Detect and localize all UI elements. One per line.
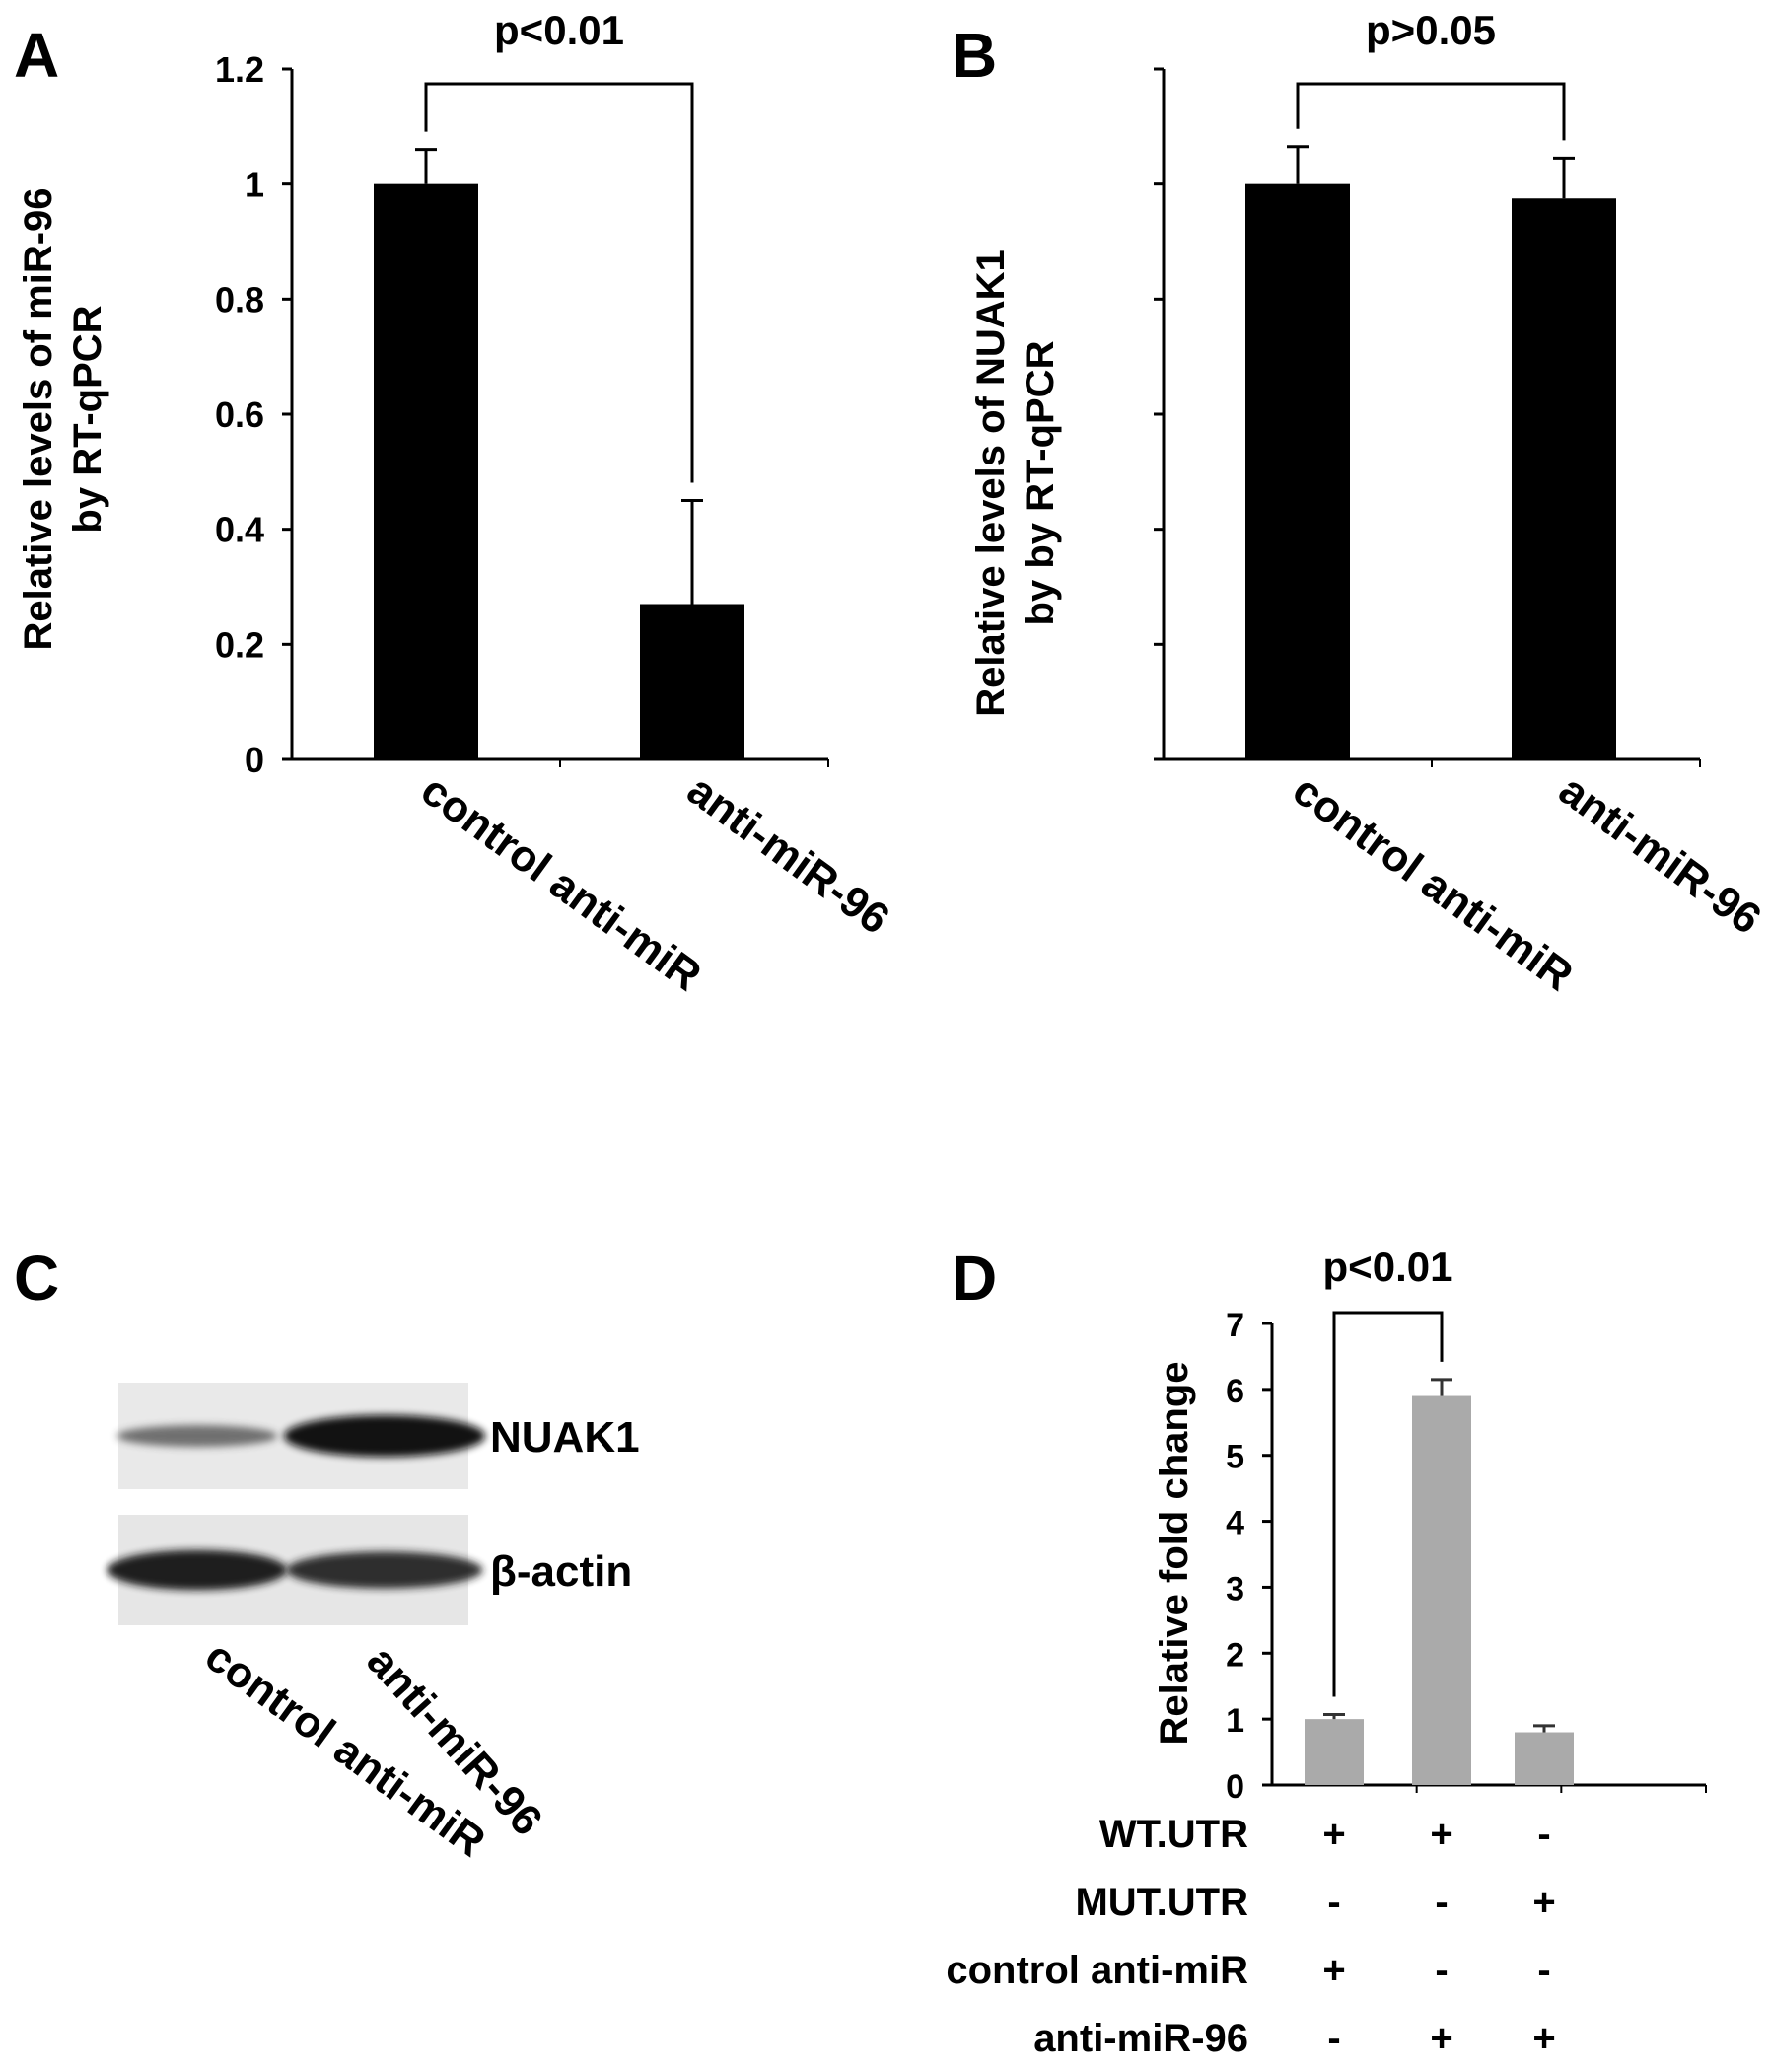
western-blot-panel-c: NUAK1 β-actin control anti-miR anti-miR-… bbox=[106, 1383, 640, 1866]
y-axis-label: by by RT-qPCR bbox=[1019, 340, 1062, 625]
blot-label-actin: β-actin bbox=[490, 1547, 632, 1596]
blot-band bbox=[116, 1425, 278, 1447]
y-tick-label: 7 bbox=[1226, 1307, 1244, 1344]
significance-label: p>0.05 bbox=[1366, 7, 1496, 53]
condition-row-label: anti-miR-96 bbox=[1033, 2017, 1248, 2060]
blot-band bbox=[106, 1549, 288, 1591]
bar bbox=[1245, 183, 1350, 759]
condition-row-label: control anti-miR bbox=[946, 1949, 1248, 1992]
panel-label-c: C bbox=[14, 1243, 59, 1314]
panel-label-d: D bbox=[952, 1243, 997, 1314]
x-category-label: anti-miR-96 bbox=[678, 765, 898, 943]
significance-bracket bbox=[1332, 1311, 1444, 1697]
y-axis-label: Relative fold change bbox=[1153, 1362, 1196, 1746]
condition-mark: + bbox=[1322, 1949, 1345, 1992]
x-category-label: control anti-miR bbox=[1284, 765, 1582, 1000]
y-tick-label: 1 bbox=[245, 165, 264, 205]
y-tick-label: 0.2 bbox=[215, 624, 264, 665]
y-tick-label: 1.2 bbox=[215, 49, 264, 90]
condition-row-label: WT.UTR bbox=[1099, 1813, 1248, 1856]
bar bbox=[374, 183, 478, 759]
y-tick-label: 0.4 bbox=[215, 510, 264, 550]
y-tick-label: 0 bbox=[1226, 1768, 1244, 1806]
chart-panel-a: 0 0.2 0.4 0.6 0.8 1 1.2 p<0.01 Relative levels o… bbox=[17, 7, 898, 1000]
y-tick-label: 1 bbox=[1226, 1702, 1244, 1740]
y-tick-label: 0.6 bbox=[215, 394, 264, 435]
bar bbox=[640, 604, 744, 759]
blot-band bbox=[286, 1551, 483, 1589]
y-tick-label: 6 bbox=[1226, 1373, 1244, 1410]
y-axis-label: Relative levels of miR-96 bbox=[17, 187, 60, 650]
significance-bracket bbox=[1296, 82, 1566, 141]
blot-label-nuak1: NUAK1 bbox=[490, 1413, 640, 1462]
y-tick-label: 2 bbox=[1226, 1636, 1244, 1674]
chart-panel-b: p>0.05 Relative levels of NUAK1 by by RT-q… bbox=[969, 7, 1770, 1000]
y-tick-label: 0 bbox=[245, 740, 264, 780]
condition-mark: - bbox=[1435, 1881, 1448, 1924]
y-tick-label: 5 bbox=[1226, 1439, 1244, 1476]
condition-row-label: MUT.UTR bbox=[1075, 1881, 1248, 1924]
condition-mark: + bbox=[1322, 1813, 1345, 1856]
y-axis-label: Relative levels of NUAK1 bbox=[969, 250, 1013, 717]
condition-mark: + bbox=[1430, 2017, 1452, 2060]
y-tick-label: 3 bbox=[1226, 1570, 1244, 1608]
bar bbox=[1412, 1395, 1471, 1785]
y-axis-label: by RT-qPCR bbox=[66, 305, 109, 533]
condition-mark: + bbox=[1532, 2017, 1555, 2060]
panel-label-b: B bbox=[952, 20, 997, 91]
blot-band bbox=[283, 1414, 486, 1458]
blot-bands bbox=[106, 1414, 486, 1591]
x-category-label: control anti-miR bbox=[412, 765, 710, 1000]
significance-label: p<0.01 bbox=[494, 7, 624, 53]
bar bbox=[1512, 198, 1616, 759]
condition-mark: - bbox=[1327, 1881, 1340, 1924]
significance-bracket bbox=[424, 82, 694, 483]
condition-mark: + bbox=[1430, 1813, 1452, 1856]
condition-mark: - bbox=[1327, 2017, 1340, 2060]
chart-panel-d: 0 1 2 3 4 5 6 7 p<0.01 Relative fold change WT.UTR… bbox=[946, 1244, 1707, 2060]
condition-mark: + bbox=[1532, 1881, 1555, 1924]
bar bbox=[1515, 1732, 1574, 1785]
panel-label-a: A bbox=[14, 20, 59, 91]
bar bbox=[1305, 1719, 1364, 1785]
y-tick-label: 0.8 bbox=[215, 279, 264, 320]
y-tick-label: 4 bbox=[1226, 1505, 1244, 1542]
x-category-label: anti-miR-96 bbox=[1550, 765, 1770, 943]
significance-label: p<0.01 bbox=[1323, 1244, 1453, 1290]
condition-mark: - bbox=[1435, 1949, 1448, 1992]
condition-mark: - bbox=[1537, 1949, 1550, 1992]
condition-mark: - bbox=[1537, 1813, 1550, 1856]
